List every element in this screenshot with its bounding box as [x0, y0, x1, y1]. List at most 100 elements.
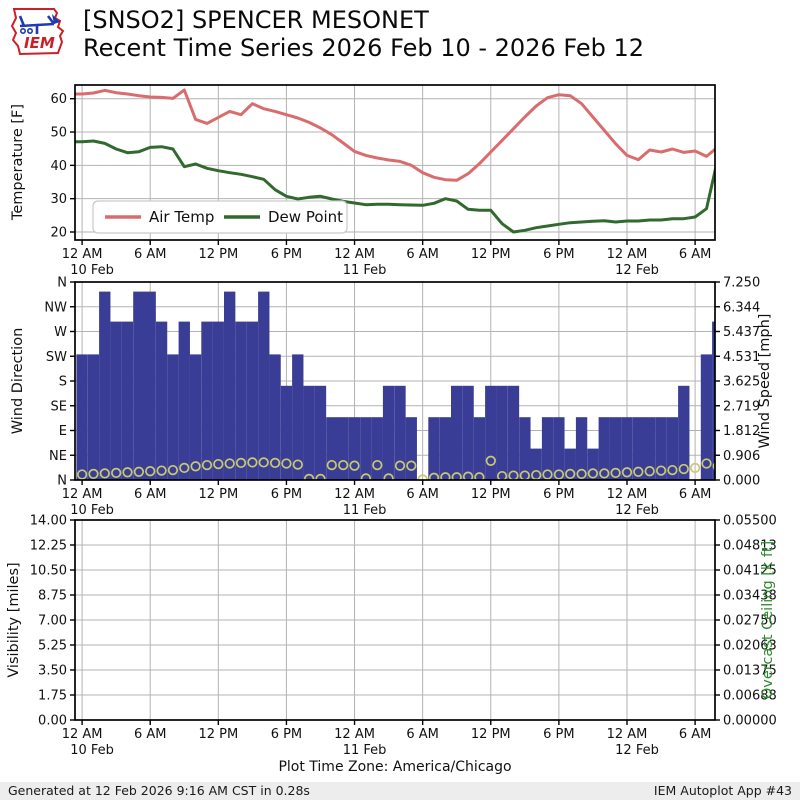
wind-speed-bar	[178, 321, 190, 480]
wind-direction-marker	[496, 470, 508, 480]
wind-direction-marker	[156, 465, 167, 476]
wind-direction-marker	[610, 467, 621, 479]
wind-speed-bar	[700, 354, 713, 480]
y2-tick-label: 5.437	[723, 325, 760, 340]
wind-speed-bar	[201, 321, 213, 480]
wind-speed-bar	[451, 385, 463, 480]
y-tick-label: E	[59, 424, 67, 439]
x-tick-label: 6 PM	[271, 727, 302, 742]
x-tick-label: 12 AM	[607, 727, 648, 742]
wind-speed-bar	[712, 321, 715, 480]
wind-direction-marker	[565, 468, 576, 480]
wind-speed-axis-label: Wind Speed [mph]	[757, 314, 773, 449]
wind-direction-marker	[360, 473, 372, 480]
x-axis-title: Plot Time Zone: America/Chicago	[278, 759, 511, 775]
x-date-label: 11 Feb	[343, 743, 387, 758]
y-tick-label: 12.25	[30, 539, 67, 554]
x-tick-label: 6 AM	[134, 247, 167, 262]
y-tick-label: 40	[50, 159, 67, 174]
x-tick-label: 6 AM	[679, 247, 712, 262]
y2-tick-label: 4.531	[723, 350, 760, 365]
wind-direction-marker	[292, 459, 303, 470]
x-tick-label: 6 AM	[134, 727, 167, 742]
y2-tick-label: 1.812	[723, 424, 760, 439]
y-tick-label: 1.75	[38, 689, 67, 704]
wind-direction-marker	[406, 460, 417, 471]
y-tick-label: N	[57, 276, 67, 291]
x-date-label: 12 Feb	[615, 503, 659, 518]
wind-speed-bar	[303, 385, 315, 480]
x-tick-label: 12 PM	[471, 247, 511, 262]
wind-direction-marker	[235, 457, 247, 469]
wind-speed-bar	[326, 417, 338, 480]
axes: 20 30 40 50 60 12 AM 6 AM 12 PM 6 PM 12 AM 6 AM 12 …	[50, 84, 716, 278]
weather-vane-icon	[18, 14, 60, 34]
wind-speed-bar	[280, 385, 293, 480]
x-tick-label: 12 AM	[62, 247, 103, 262]
wind-speed-bar	[292, 354, 304, 480]
wind-speed-bar	[246, 321, 259, 480]
wind-speed-bar	[530, 448, 542, 480]
wind-direction-marker	[326, 459, 337, 471]
legend: Air Temp Dew Point	[92, 200, 348, 234]
wind-direction-marker	[644, 466, 655, 477]
x-tick-label: 12 AM	[62, 487, 103, 502]
y-tick-label: 3.50	[38, 664, 67, 679]
x-tick-label: 6 AM	[406, 727, 439, 742]
x-tick-label: 12 PM	[471, 487, 511, 502]
x-date-label: 12 Feb	[615, 743, 659, 758]
iem-logo: IEM	[10, 8, 65, 56]
wind-speed-bar	[394, 385, 406, 480]
wind-speed-bars	[76, 291, 715, 480]
y-tick-label: 5.25	[38, 639, 67, 654]
wind-direction-marker	[224, 458, 235, 469]
y2-tick-label: 0.906	[723, 449, 760, 464]
y2-tick-label: 7.250	[723, 276, 760, 291]
page-subtitle: Recent Time Series 2026 Feb 10 - 2026 Fe…	[83, 34, 645, 62]
wind-direction-axis-label: Wind Direction	[10, 328, 26, 435]
x-tick-label: 6 PM	[543, 727, 574, 742]
y-tick-label: 14.00	[30, 514, 67, 529]
x-date-label: 10 Feb	[70, 503, 114, 518]
wind-speed-bar	[269, 354, 281, 480]
figure-footer: Generated at 12 Feb 2026 9:16 AM CST in …	[0, 782, 800, 800]
x-date-label: 11 Feb	[343, 503, 387, 518]
x-tick-label: 12 AM	[607, 247, 648, 262]
x-tick-label: 6 AM	[406, 247, 439, 262]
axes: 14.0012.2510.508.757.005.253.501.750.000…	[30, 514, 777, 759]
wind-direction-marker	[269, 457, 281, 469]
wind-direction-marker	[428, 472, 440, 480]
wind-speed-bar	[224, 291, 236, 480]
wind-speed-bar	[144, 291, 156, 480]
x-date-label: 10 Feb	[70, 263, 114, 278]
x-tick-label: 12 PM	[198, 247, 238, 262]
figure-header: IEM [SNSO2] SPENCER MESONET Recent Time …	[0, 0, 800, 80]
x-tick-label: 6 AM	[134, 487, 167, 502]
wind-direction-marker	[303, 473, 315, 480]
wind-speed-bar	[655, 417, 667, 480]
wind-speed-bar	[235, 321, 247, 480]
y2-tick-label: 6.344	[723, 300, 760, 315]
x-tick-label: 12 AM	[62, 727, 103, 742]
wind-speed-bar	[428, 417, 440, 480]
y2-tick-label: 0.02063	[723, 639, 777, 654]
wind-direction-marker	[553, 469, 565, 480]
wind-direction-marker	[281, 458, 292, 469]
wind-direction-marker	[655, 465, 667, 476]
wind-speed-bar	[360, 417, 372, 480]
y2-tick-label: 0.04125	[723, 564, 777, 579]
wind-direction-marker	[111, 467, 122, 479]
wind-direction-marker	[201, 459, 213, 471]
x-tick-label: 6 PM	[543, 487, 574, 502]
wind-direction-marker	[394, 460, 406, 471]
y-tick-label: 50	[50, 126, 67, 141]
y-tick-label: 7.00	[38, 614, 67, 629]
wind-direction-marker	[213, 458, 224, 470]
wind-speed-bar	[110, 321, 122, 480]
y2-tick-label: 0.05500	[723, 514, 777, 529]
temperature-series	[75, 88, 715, 234]
wind-direction-marker	[383, 473, 394, 480]
visibility-axis-label: Visibility [miles]	[6, 562, 22, 677]
wind-speed-bar	[621, 417, 633, 480]
